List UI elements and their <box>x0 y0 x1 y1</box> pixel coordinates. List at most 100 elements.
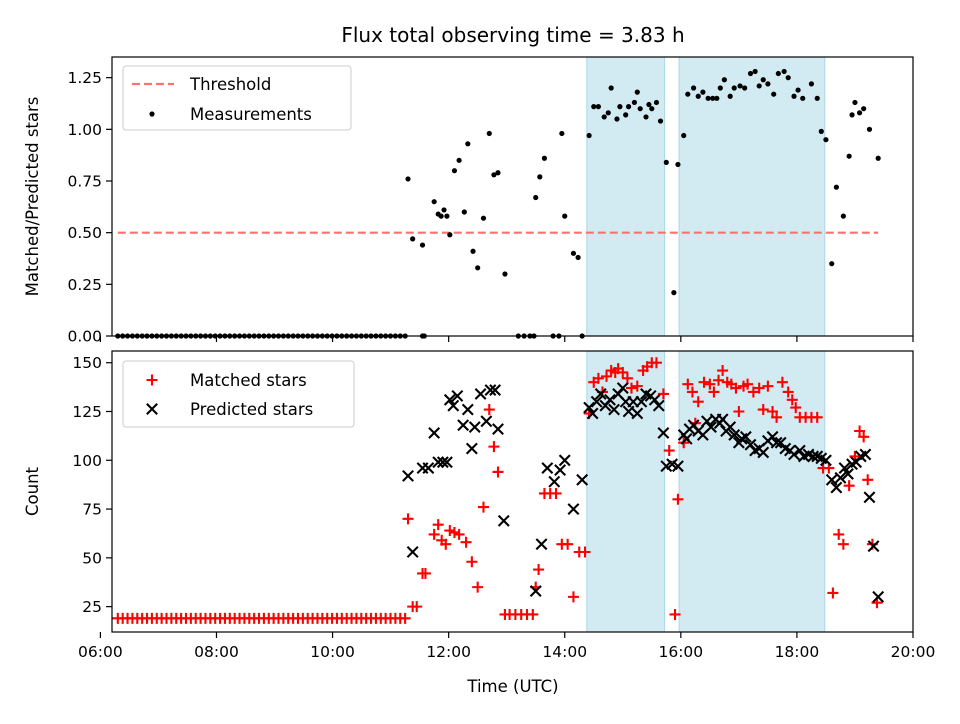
measurement-point <box>456 157 462 163</box>
measurement-point <box>875 155 881 161</box>
matched-star-point <box>682 378 694 390</box>
predicted-star-point <box>529 585 542 597</box>
measurement-point <box>447 232 453 238</box>
predicted-star-point <box>402 469 414 482</box>
top-y-tick-label: 0.75 <box>67 173 102 191</box>
measurement-point <box>700 89 706 95</box>
matched-star-point <box>477 501 489 513</box>
matched-star-point <box>827 587 839 599</box>
bottom-axes-frame <box>111 350 914 633</box>
predicted-star-point <box>622 405 635 418</box>
predicted-star-point <box>728 428 741 441</box>
predicted-star-point <box>872 590 885 603</box>
matched-star-point <box>621 372 633 384</box>
x-tick-label: 06:00 <box>78 643 123 661</box>
measurement-point <box>833 184 839 190</box>
predicted-star-point <box>548 475 561 488</box>
predicted-star-point <box>631 407 644 420</box>
predicted-star-point <box>457 419 470 432</box>
measurement-point <box>495 170 501 176</box>
chart-title: Flux total observing time = 3.83 h <box>341 23 684 47</box>
measurement-point <box>721 77 727 83</box>
matched-star-point <box>440 538 452 550</box>
measurement-point <box>814 95 820 101</box>
measurement-point <box>690 85 697 91</box>
measurement-point <box>643 114 649 120</box>
predicted-star-point <box>680 432 693 445</box>
measurement-point <box>657 118 664 124</box>
matched-star-point <box>550 487 562 499</box>
predicted-star-point <box>541 462 554 475</box>
top-y-tick-label: 0.50 <box>67 224 102 242</box>
measurement-point <box>846 153 852 159</box>
measurement-point <box>475 265 481 271</box>
measurement-point <box>634 89 640 95</box>
matched-star-point <box>717 365 729 377</box>
measurement-point <box>405 176 411 182</box>
measurement-point <box>737 83 743 89</box>
predicted-star-point <box>535 538 548 551</box>
predicted-star-point <box>834 471 847 484</box>
matched-star-point <box>713 374 725 386</box>
measurement-point <box>410 236 416 242</box>
matched-star-point <box>698 376 710 388</box>
measurement-point <box>586 132 592 139</box>
top-y-tick-label: 1.00 <box>67 121 102 139</box>
measurement-point <box>541 155 548 161</box>
top-observing-window-1 <box>586 56 666 337</box>
matched-star-point <box>762 380 774 392</box>
measurement-point <box>601 114 607 120</box>
matched-star-point <box>399 612 411 624</box>
top-observing-window-2 <box>678 56 826 337</box>
top-y-axis-label: Matched/Predicted stars <box>23 97 42 297</box>
top-legend-box <box>122 65 352 131</box>
x-tick-label: 20:00 <box>891 643 936 661</box>
matched-star-point <box>562 538 574 550</box>
measurement-point <box>752 68 758 75</box>
matched-star-point <box>686 386 698 398</box>
measurement-point <box>533 194 539 201</box>
measurement-point <box>431 199 437 205</box>
predicted-star-point <box>859 448 872 461</box>
measurement-point <box>795 87 801 93</box>
measurement-point <box>857 110 863 116</box>
measurement-point <box>861 106 867 112</box>
predicted-star-point <box>652 399 665 412</box>
matched-star-point <box>419 567 431 579</box>
measurement-point <box>829 261 835 267</box>
predicted-star-point <box>657 427 670 439</box>
measurement-point <box>470 248 476 254</box>
measurement-point <box>559 130 565 137</box>
measurement-point <box>695 93 701 99</box>
matched-star-point <box>730 382 742 394</box>
measurement-point <box>575 254 581 261</box>
measurement-point <box>756 83 762 89</box>
measurement-point <box>591 104 597 110</box>
predicted-star-point <box>830 481 843 494</box>
predicted-star-point <box>590 395 603 408</box>
matched-star-point <box>650 357 662 369</box>
measurement-point <box>731 85 737 91</box>
matched-star-point <box>742 378 754 390</box>
matched-star-point <box>771 411 783 423</box>
predicted-star-point <box>648 393 661 406</box>
measurement-point <box>781 68 787 75</box>
top-y-tick-label: 1.25 <box>67 69 102 87</box>
matched-star-point <box>533 564 545 576</box>
predicted-star-point <box>724 421 737 434</box>
matched-star-point <box>757 404 769 416</box>
measurement-point <box>705 95 711 101</box>
predicted-star-point <box>842 467 854 480</box>
matched-star-point <box>782 386 794 398</box>
predicted-star-point <box>608 403 621 416</box>
matched-star-point <box>657 388 669 400</box>
measurement-point <box>823 137 829 143</box>
top-panel: 0.00 0.25 0.50 0.75 1.00 1.25 Matched/Predicte… <box>23 56 914 346</box>
measurement-point <box>714 95 720 101</box>
predicted-star-point <box>461 403 474 416</box>
matched-star-point <box>432 519 444 531</box>
predicted-star-point <box>757 446 770 459</box>
predicted-star-point <box>443 393 456 406</box>
measurement-point <box>444 213 450 219</box>
